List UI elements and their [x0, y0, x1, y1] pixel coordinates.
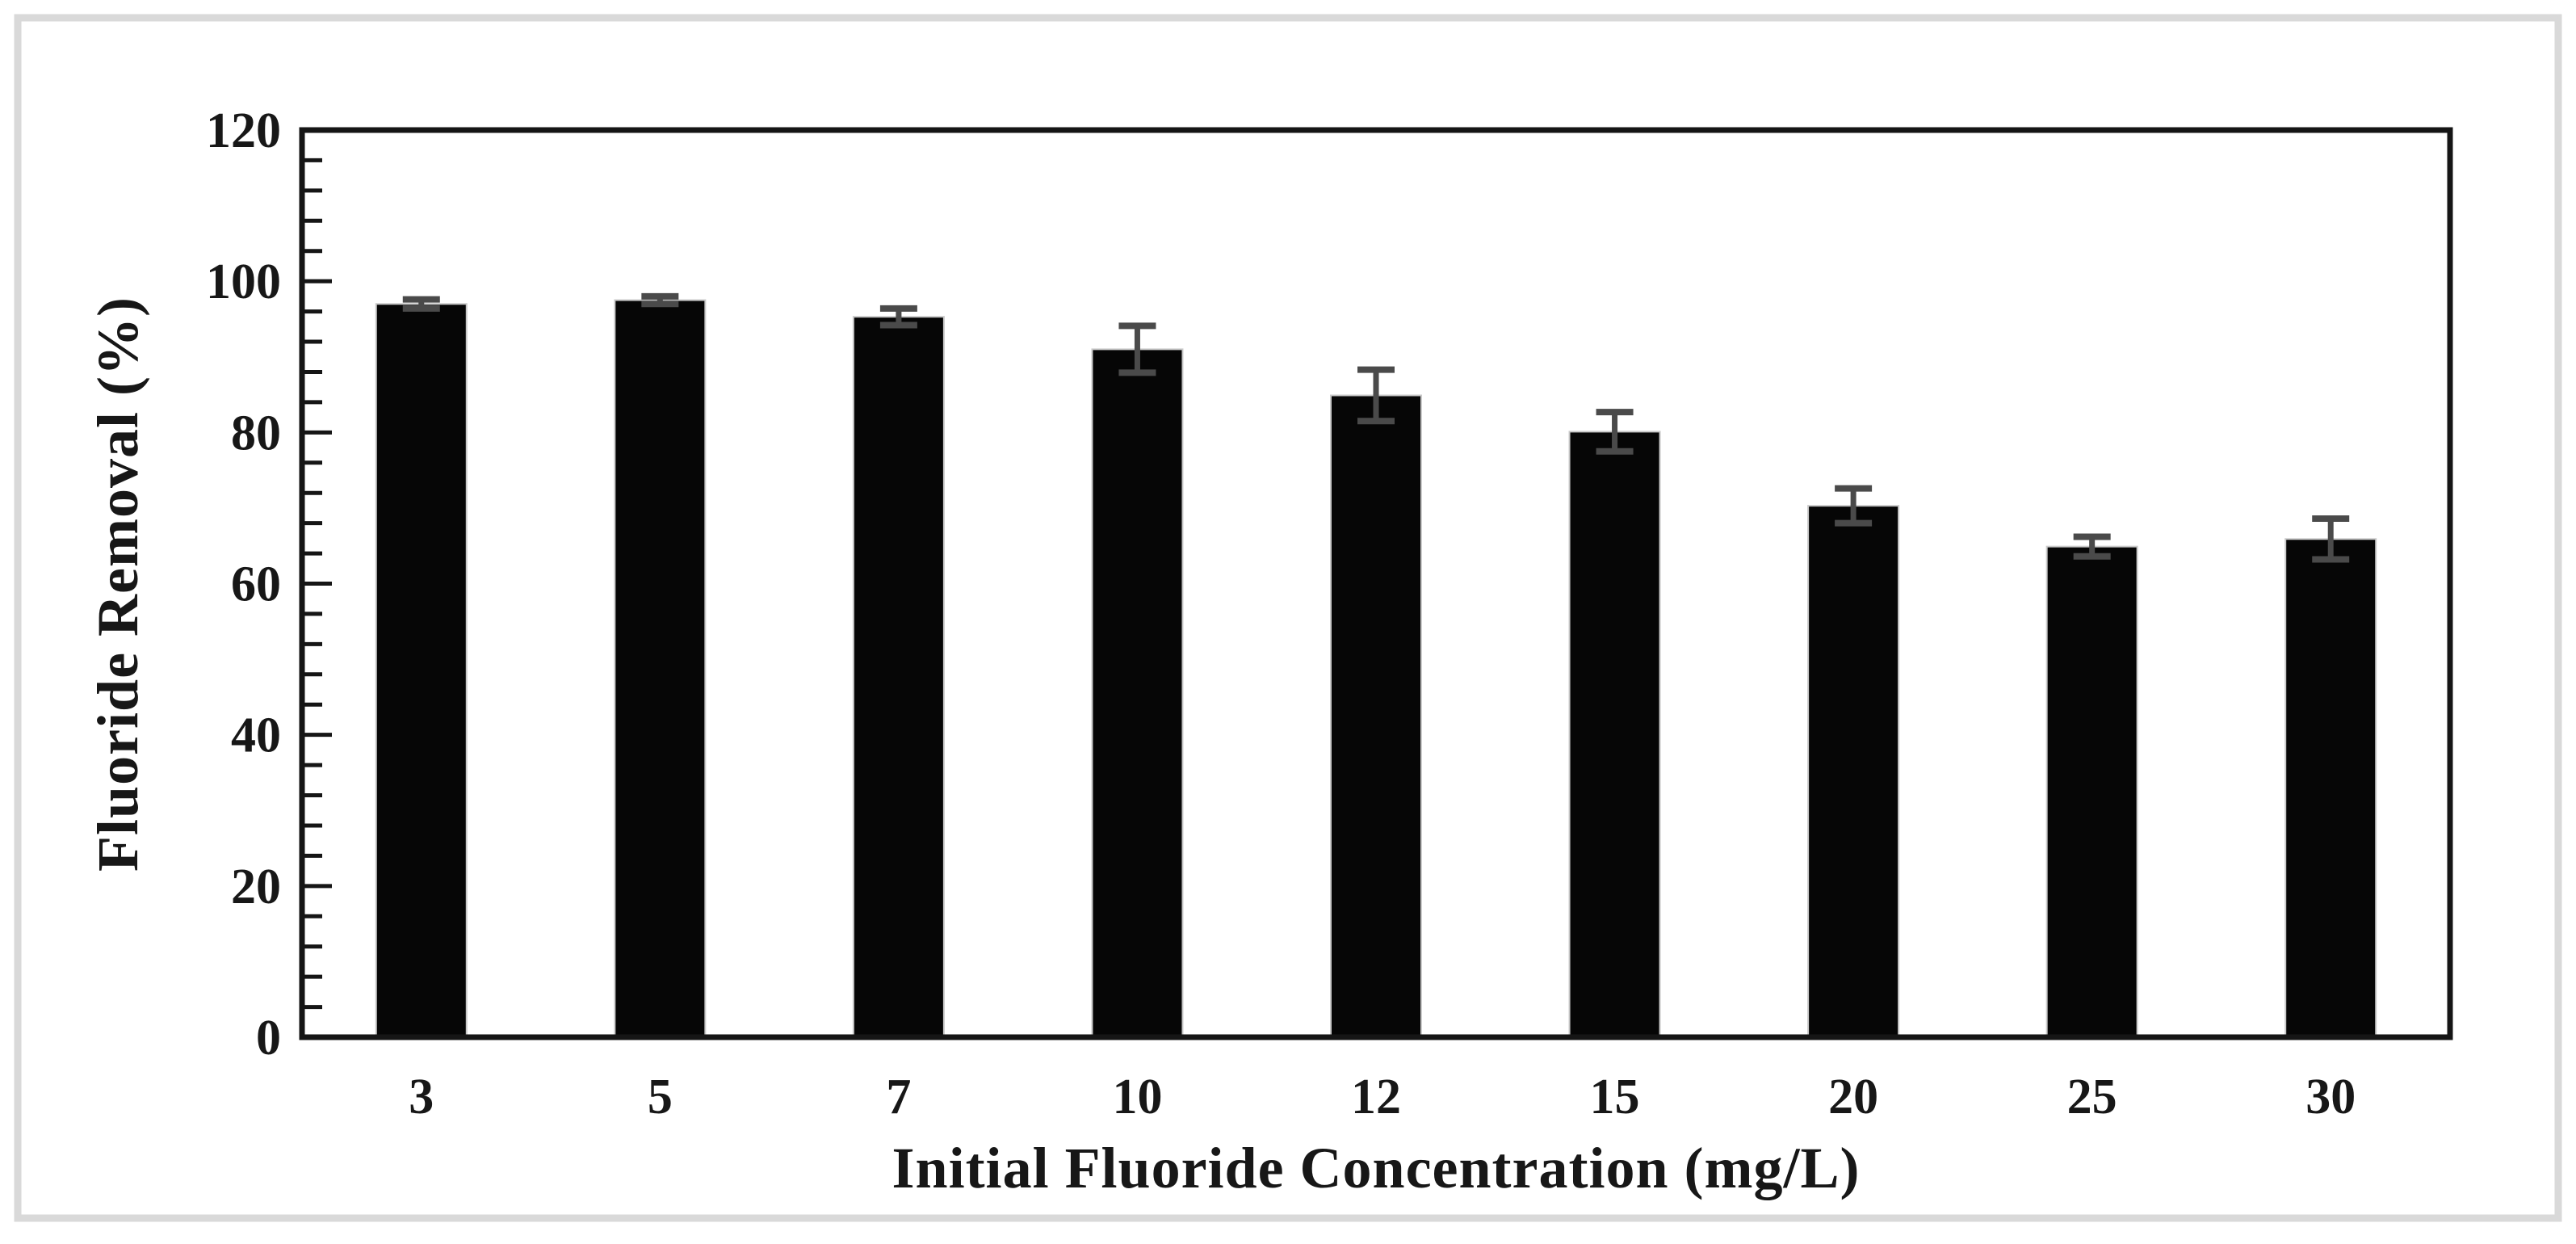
bar-15 — [1568, 431, 1661, 1038]
y-tick-label-60: 60 — [231, 557, 281, 612]
error-bar-15 — [1596, 409, 1634, 455]
plot-area-border — [299, 127, 2453, 1040]
error-bar-5 — [641, 292, 679, 308]
x-tick-label-10: 10 — [1112, 1070, 1162, 1124]
y-axis-ticks — [304, 158, 332, 1010]
bar-7 — [852, 316, 945, 1039]
x-tick-label-3: 3 — [409, 1070, 434, 1124]
bar-20 — [1807, 505, 1900, 1038]
figure-frame — [14, 14, 2562, 1222]
bar-25 — [2045, 545, 2138, 1038]
error-bar-20 — [1835, 485, 1873, 527]
y-axis-tick-labels: 0 20 40 60 80 100 120 — [206, 103, 281, 1065]
bar-30 — [2284, 538, 2377, 1038]
y-tick-label-120: 120 — [206, 103, 281, 158]
x-tick-label-5: 5 — [648, 1070, 673, 1124]
y-tick-label-100: 100 — [206, 254, 281, 309]
x-axis-tick-labels: 3 5 7 10 12 15 20 25 30 — [409, 1070, 2356, 1124]
y-tick-label-80: 80 — [231, 406, 281, 460]
error-bar-3 — [402, 296, 440, 312]
error-bar-30 — [2312, 515, 2350, 563]
y-tick-label-0: 0 — [256, 1011, 281, 1065]
x-tick-label-30: 30 — [2305, 1070, 2356, 1124]
x-tick-label-7: 7 — [886, 1070, 911, 1124]
bar-3 — [375, 303, 468, 1039]
error-bars-group — [402, 292, 2350, 563]
bar-10 — [1091, 348, 1184, 1038]
y-tick-label-20: 20 — [231, 859, 281, 914]
y-tick-label-40: 40 — [231, 708, 281, 763]
error-bar-12 — [1357, 366, 1395, 425]
error-bar-7 — [879, 305, 917, 329]
x-tick-label-12: 12 — [1351, 1070, 1401, 1124]
error-bar-25 — [2073, 533, 2111, 560]
error-bar-10 — [1118, 322, 1156, 376]
bar-5 — [614, 299, 707, 1038]
y-axis-title: Fluoride Removal (%) — [86, 296, 150, 872]
x-tick-label-25: 25 — [2067, 1070, 2117, 1124]
bar-12 — [1330, 394, 1422, 1039]
x-axis-title: Initial Fluoride Concentration (mg/L) — [892, 1136, 1861, 1200]
x-tick-label-15: 15 — [1590, 1070, 1640, 1124]
x-tick-label-20: 20 — [1828, 1070, 1878, 1124]
